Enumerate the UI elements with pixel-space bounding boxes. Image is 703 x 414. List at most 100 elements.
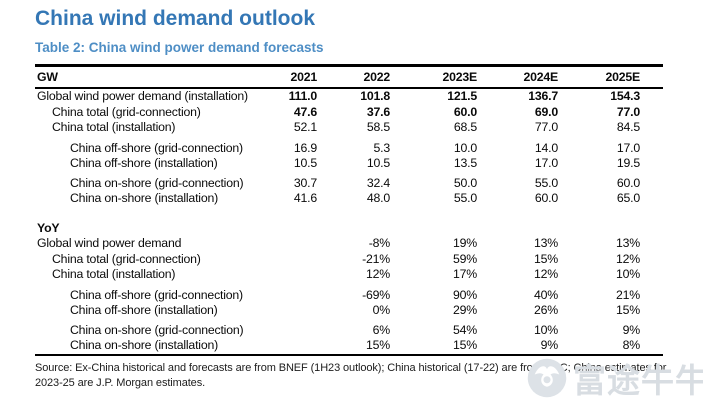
forecast-table: GW 2021 2022 2023E 2024E 2025E Global wi… [35,64,663,356]
cell: 48.0 [366,191,390,205]
cell: 77.0 [534,120,558,134]
cell: 59% [452,251,477,266]
cell: 9% [540,338,558,352]
cell: 136.7 [528,89,558,103]
report-content: China wind demand outlook Table 2: China… [35,0,666,391]
header-row: GW 2021 2022 2023E 2024E 2025E [35,65,663,89]
cell: -69% [362,287,390,302]
unit-header-cell: GW [35,65,260,89]
cell: 8% [622,338,641,352]
cell: 60.0 [534,191,558,205]
cell: 111.0 [288,89,317,103]
cell [260,288,317,304]
row-label: China total (grid-connection) [52,104,201,119]
row-label: Global wind power demand (installation) [37,89,248,103]
row-label: China off-shore (installation) [70,303,218,317]
cell: 0% [372,303,390,317]
row-label: China total (installation) [52,267,176,281]
table-row: China on-shore (grid-connection) 30.7 32… [35,176,663,192]
table-row: Global wind power demand (installation) … [35,88,663,105]
cell: 9% [622,322,641,337]
cell: 58.5 [366,120,390,134]
cell: 19% [452,236,477,250]
cell: 47.6 [293,104,317,119]
yoy-section-row: YoY [35,221,663,237]
cell: 12% [365,267,390,281]
cell: 101.8 [360,89,390,103]
cell: 12% [615,251,640,266]
source-note-line1: Source: Ex-China historical and forecast… [35,361,667,374]
cell: 50.0 [453,175,477,190]
cell: 55.0 [453,191,477,205]
cell: 30.7 [293,175,317,190]
cell: 40% [533,287,558,302]
cell: 77.0 [616,104,640,119]
cell: 121.5 [447,89,477,103]
cell: 13.5 [453,156,477,170]
table-row: China on-shore (installation) 41.6 48.0 … [35,191,663,207]
table-row: China off-shore (grid-connection) -69% 9… [35,288,663,304]
cell: 15% [365,338,390,352]
cell: 16.9 [293,140,317,155]
cell: 10.5 [293,156,317,170]
cell [260,236,317,252]
column-header-2025e: 2025E [558,65,663,89]
row-label: China on-shore (grid-connection) [70,175,244,190]
cell: 60.0 [616,175,640,190]
source-note: Source: Ex-China historical and forecast… [35,361,669,391]
column-header-2023e: 2023E [390,65,477,89]
column-header-2024e: 2024E [477,65,558,89]
cell: 41.6 [293,191,317,205]
table-row: China off-shore (installation) 0% 29% 26… [35,303,663,319]
cell: 68.5 [453,120,477,134]
table-row: China on-shore (grid-connection) 6% 54% … [35,323,663,339]
cell: 12% [533,267,558,281]
column-header-2022: 2022 [317,65,390,89]
cell: 10.0 [453,140,477,155]
cell: 21% [615,287,640,302]
page-title: China wind demand outlook [35,7,315,30]
cell: -8% [368,236,390,250]
row-label: China on-shore (installation) [70,191,218,205]
cell: 60.0 [453,104,477,119]
cell: 54% [452,322,477,337]
cell: 19.5 [616,156,640,170]
cell: 10% [615,267,640,281]
cell [260,338,317,355]
cell: 15% [452,338,477,352]
cell: 154.3 [610,89,640,103]
cell: 37.6 [366,104,390,119]
cell: -21% [362,251,390,266]
cell: 15% [533,251,558,266]
cell: 13% [533,236,558,250]
cell: 69.0 [534,104,558,119]
cell: 13% [615,236,640,250]
table-row: China total (grid-connection) -21% 59% 1… [35,252,663,268]
source-note-line2: 2023-25 are J.P. Morgan estimates. [35,376,206,389]
cell: 14.0 [534,140,558,155]
row-label: China on-shore (installation) [70,338,218,352]
cell: 90% [452,287,477,302]
cell: 5.3 [373,140,391,155]
table-row: Global wind power demand -8% 19% 13% 13% [35,236,663,252]
cell [260,267,317,283]
cell: 10% [533,322,558,337]
cell: 84.5 [616,120,640,134]
cell: 29% [452,303,477,317]
row-label: China off-shore (grid-connection) [70,140,243,155]
cell: 32.4 [366,175,390,190]
row-label: China off-shore (installation) [70,156,218,170]
cell: 55.0 [534,175,558,190]
cell: 17.0 [534,156,558,170]
cell: 52.1 [293,120,317,134]
spacer-row [35,207,663,221]
table-row: China total (installation) 12% 17% 12% 1… [35,267,663,283]
row-label: Global wind power demand [37,236,182,250]
column-header-2021: 2021 [260,65,317,89]
table-caption: Table 2: China wind power demand forecas… [35,40,324,55]
cell: 65.0 [616,191,640,205]
table-row: China off-shore (grid-connection) 16.9 5… [35,141,663,157]
row-label: China total (installation) [52,120,176,134]
cell: 10.5 [366,156,390,170]
cell: 17% [452,267,477,281]
